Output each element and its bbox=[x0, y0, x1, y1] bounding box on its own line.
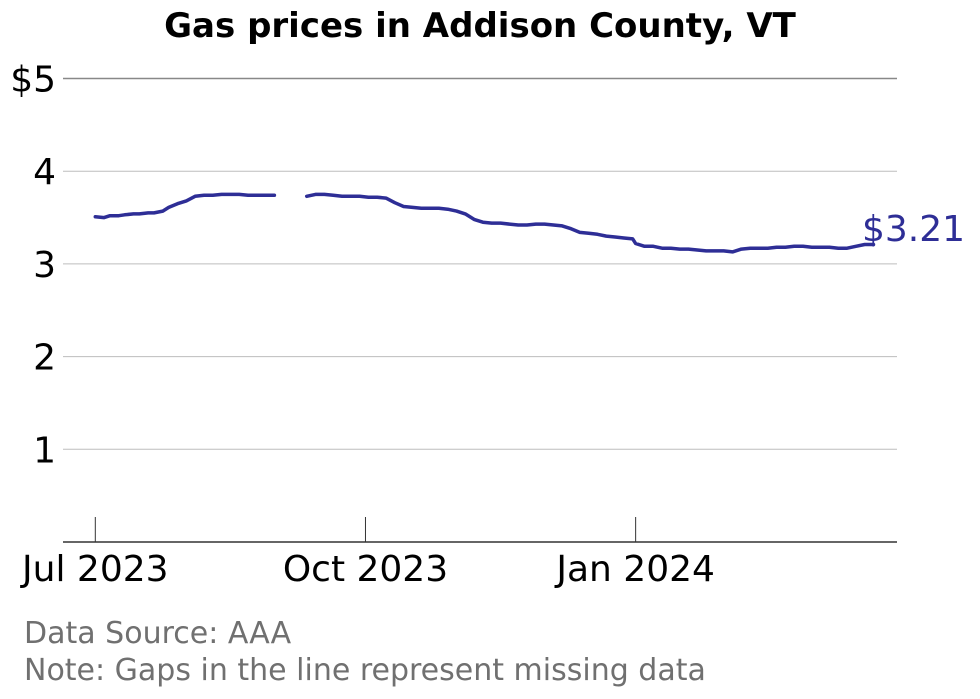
y-tick-label: 1 bbox=[33, 430, 56, 471]
x-tick-label: Jan 2024 bbox=[554, 549, 715, 590]
y-axis-ticks: 1 2 3 4 $5 bbox=[10, 60, 56, 472]
price-line-segment bbox=[93, 192, 277, 220]
price-series bbox=[93, 192, 876, 254]
gas-price-chart: Gas prices in Addison County, VT 1234$5 … bbox=[10, 6, 965, 590]
y-tick-label: $5 bbox=[10, 60, 56, 101]
price-line-segment bbox=[304, 192, 876, 254]
gridlines bbox=[63, 77, 897, 450]
x-axis: Jul 2023 Oct 2023 Jan 2024 bbox=[20, 517, 897, 590]
y-tick-label: 3 bbox=[33, 245, 56, 286]
x-tick-label: Oct 2023 bbox=[283, 549, 448, 590]
x-tick-label: Jul 2023 bbox=[20, 549, 169, 590]
chart-title: Gas prices in Addison County, VT bbox=[164, 6, 797, 46]
end-value-label: $3.21 bbox=[862, 209, 965, 250]
y-tick-label: 4 bbox=[33, 152, 56, 193]
missing-data-note: Note: Gaps in the line represent missing… bbox=[24, 653, 706, 688]
data-source-note: Data Source: AAA bbox=[24, 616, 292, 651]
y-tick-label: 2 bbox=[33, 338, 56, 379]
